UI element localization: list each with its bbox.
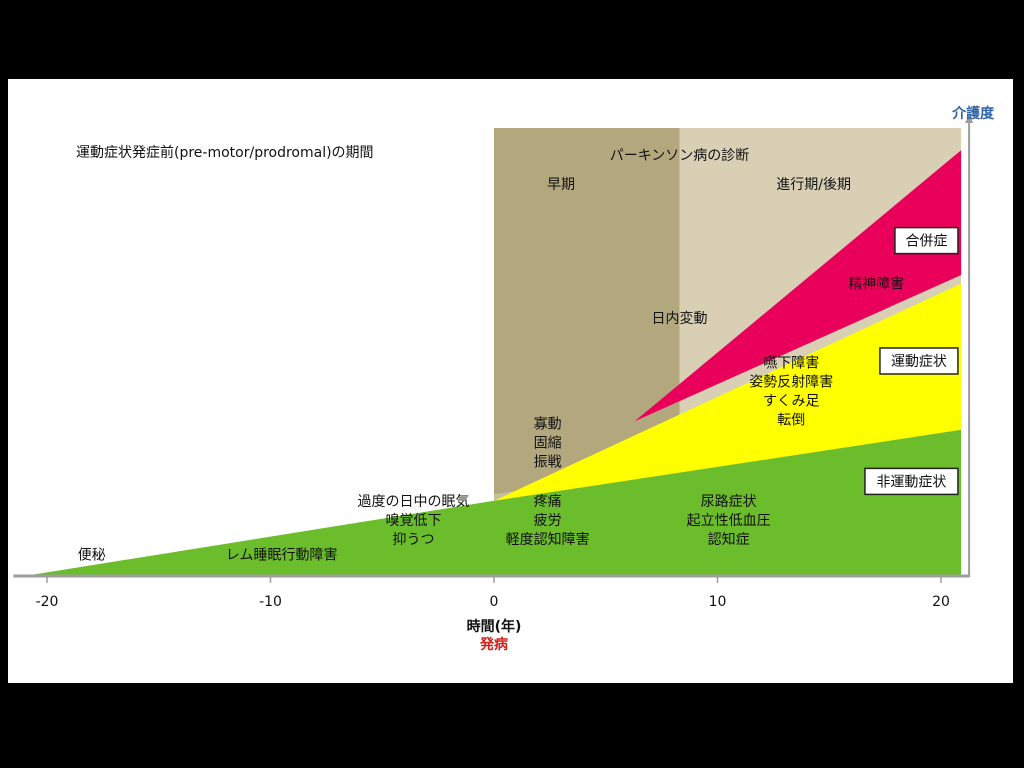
phase-advanced-label: 進行期/後期 xyxy=(776,177,851,193)
prodromal-period-label: 運動症状発症前(pre-motor/prodromal)の期間 xyxy=(76,144,374,161)
annotation-text: 振戦 xyxy=(534,455,562,471)
annotation-text: 固縮 xyxy=(534,436,562,452)
annotation-text: 精神障害 xyxy=(848,277,904,293)
series-label-box xyxy=(879,347,959,375)
annotation-text: 認知症 xyxy=(708,531,750,548)
annotation-text: 尿路症状 xyxy=(701,494,757,510)
complications-area xyxy=(634,150,962,422)
annotation-text: 起立性低血圧 xyxy=(687,513,771,529)
x-tick-label: -20 xyxy=(36,594,59,610)
slide: -20 -10 0 10 20 時間(年) 発病 介護度 運動症状発症前(pre-motor/… xyxy=(8,79,1013,683)
non-motor-symptoms-area xyxy=(24,429,962,576)
annotation-text: 過度の日中の眠気 xyxy=(358,494,470,510)
annotation-text: 転倒 xyxy=(777,413,805,429)
x-tick-label: 20 xyxy=(932,594,950,610)
series-label-box xyxy=(864,467,959,496)
phase-early-label: 早期 xyxy=(547,177,575,193)
onset-label: 発病 xyxy=(479,636,508,653)
series-label-box xyxy=(894,226,959,255)
parkinson-progression-chart: -20 -10 0 10 20 時間(年)発病 介護度 運動症状発症前(pre-motor/… xyxy=(13,105,995,653)
x-tick-label: 10 xyxy=(709,594,727,610)
annotation-text: 嗅覚低下 xyxy=(386,513,442,529)
diagnosis-label: パーキンソン病の診断 xyxy=(610,148,750,164)
series-label: 非運動症状 xyxy=(876,474,946,490)
annotation-text: 疼痛 xyxy=(534,493,562,510)
x-tick-label: 0 xyxy=(490,594,499,610)
y-axis-label: 介護度 xyxy=(951,105,995,122)
annotation-text: 日内変動 xyxy=(652,310,708,327)
annotation-text: 軽度認知障害 xyxy=(506,531,590,548)
annotation-text: 嚥下障害 xyxy=(763,356,819,372)
annotation-text: 便秘 xyxy=(78,548,106,564)
x-tick-label: -10 xyxy=(259,594,282,610)
y-axis-arrow-icon xyxy=(965,114,974,123)
annotation-text: すくみ足 xyxy=(763,394,820,410)
series-label: 合併症 xyxy=(905,234,947,250)
annotation-text: 寡動 xyxy=(534,416,562,433)
series-label: 運動症状 xyxy=(891,354,947,370)
annotation-text: 抑うつ xyxy=(393,532,435,548)
annotation-text: レム睡眠行動障害 xyxy=(226,548,338,564)
annotation-text: 姿勢反射障害 xyxy=(749,375,833,391)
motor-symptoms-area xyxy=(494,283,962,501)
x-axis-label: 時間(年) xyxy=(467,618,522,635)
annotation-text: 疲労 xyxy=(534,512,562,529)
